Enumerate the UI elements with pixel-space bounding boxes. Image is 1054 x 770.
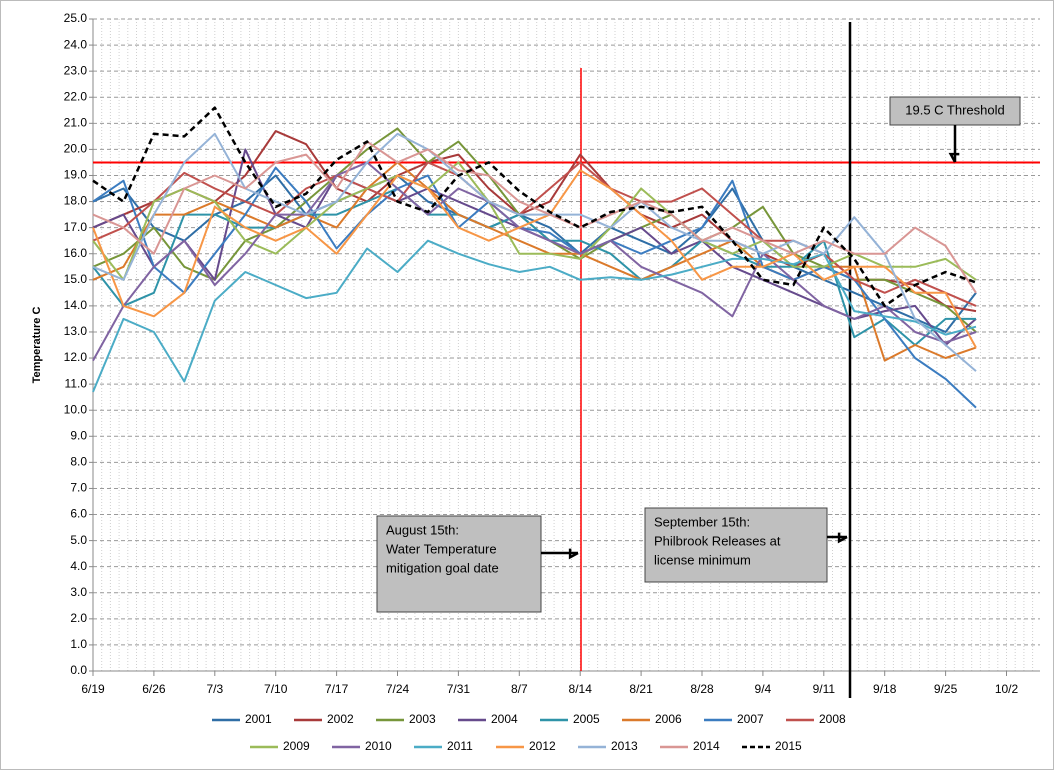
x-tick-label: 6/19	[81, 682, 105, 696]
y-tick-label: 25.0	[64, 11, 88, 25]
annotation-text: August 15th:	[386, 522, 459, 537]
legend-label: 2006	[655, 712, 682, 726]
series-line	[92, 239, 977, 393]
legend-label: 2007	[737, 712, 764, 726]
legend-label: 2005	[573, 712, 600, 726]
y-tick-label: 8.0	[70, 455, 87, 469]
x-tick-label: 6/26	[142, 682, 166, 696]
y-tick-label: 4.0	[70, 559, 87, 573]
series-line	[92, 161, 977, 362]
y-tick-label: 22.0	[64, 89, 88, 103]
y-tick-label: 15.0	[64, 272, 88, 286]
x-tick-label: 7/17	[325, 682, 349, 696]
y-tick-label: 24.0	[64, 37, 88, 51]
x-tick-label: 9/18	[873, 682, 897, 696]
annotation-text: license minimum	[654, 552, 751, 567]
threshold-annotation: 19.5 C Threshold	[889, 96, 1021, 126]
legend-label: 2009	[283, 739, 310, 753]
arrow-head	[568, 548, 579, 560]
legend-label: 2008	[819, 712, 846, 726]
y-axis-label: Temperature C	[31, 307, 43, 384]
y-tick-label: 11.0	[65, 376, 88, 390]
y-tick-label: 19.0	[64, 168, 88, 182]
y-tick-label: 17.0	[64, 220, 88, 234]
legend-label: 2010	[365, 739, 392, 753]
legend-label: 2001	[245, 712, 272, 726]
annotation-box	[376, 515, 542, 613]
y-tick-label: 13.0	[64, 324, 88, 338]
annotation-box	[644, 507, 828, 583]
legend-label: 2014	[693, 739, 720, 753]
y-tick-label: 21.0	[64, 115, 88, 129]
x-tick-label: 9/25	[934, 682, 958, 696]
legend-label: 2012	[529, 739, 556, 753]
y-tick-label: 1.0	[70, 637, 87, 651]
y-tick-label: 12.0	[64, 350, 88, 364]
y-tick-label: 3.0	[70, 585, 87, 599]
y-tick-label: 6.0	[70, 507, 87, 521]
y-tick-label: 2.0	[70, 611, 87, 625]
annotation: August 15th: Water Temperature mitigation …	[376, 515, 542, 613]
x-tick-label: 10/2	[995, 682, 1019, 696]
x-tick-label: 8/7	[511, 682, 528, 696]
annotation: September 15th: Philbrook Releases at lice…	[644, 507, 828, 583]
y-tick-label: 9.0	[70, 428, 87, 442]
x-tick-label: 8/28	[690, 682, 714, 696]
legend-label: 2011	[447, 739, 473, 753]
x-tick-label: 9/11	[813, 682, 836, 696]
series-line	[92, 161, 977, 362]
legend-label: 2015	[775, 739, 802, 753]
x-tick-label: 8/14	[569, 682, 593, 696]
legend-label: 2002	[327, 712, 354, 726]
x-tick-label: 7/10	[264, 682, 288, 696]
threshold-label: 19.5 C Threshold	[905, 102, 1005, 117]
y-tick-label: 23.0	[64, 63, 88, 77]
legend-label: 2013	[611, 739, 638, 753]
y-tick-label: 14.0	[64, 298, 88, 312]
annotation-text: Water Temperature	[386, 541, 497, 556]
arrow-head	[948, 152, 960, 163]
y-tick-label: 16.0	[64, 246, 88, 260]
arrow-head	[837, 532, 848, 544]
x-tick-label: 7/31	[447, 682, 471, 696]
series-line	[92, 140, 977, 294]
annotation-text: September 15th:	[654, 514, 750, 529]
series-line	[92, 132, 977, 372]
legend-label: 2004	[491, 712, 518, 726]
series-line	[92, 166, 977, 409]
y-tick-label: 5.0	[70, 533, 87, 547]
series-line	[92, 106, 977, 308]
y-tick-label: 0.0	[70, 663, 87, 677]
x-tick-label: 8/21	[629, 682, 653, 696]
x-tick-label: 9/4	[755, 682, 772, 696]
y-tick-label: 18.0	[64, 194, 88, 208]
legend-label: 2003	[409, 712, 436, 726]
y-tick-label: 20.0	[64, 142, 88, 156]
y-tick-label: 10.0	[64, 402, 88, 416]
y-tick-label: 7.0	[70, 481, 87, 495]
x-tick-label: 7/3	[206, 682, 223, 696]
series-line	[92, 169, 977, 349]
annotation-text: Philbrook Releases at	[654, 533, 781, 548]
x-tick-label: 7/24	[386, 682, 410, 696]
annotation-text: mitigation goal date	[386, 560, 499, 575]
